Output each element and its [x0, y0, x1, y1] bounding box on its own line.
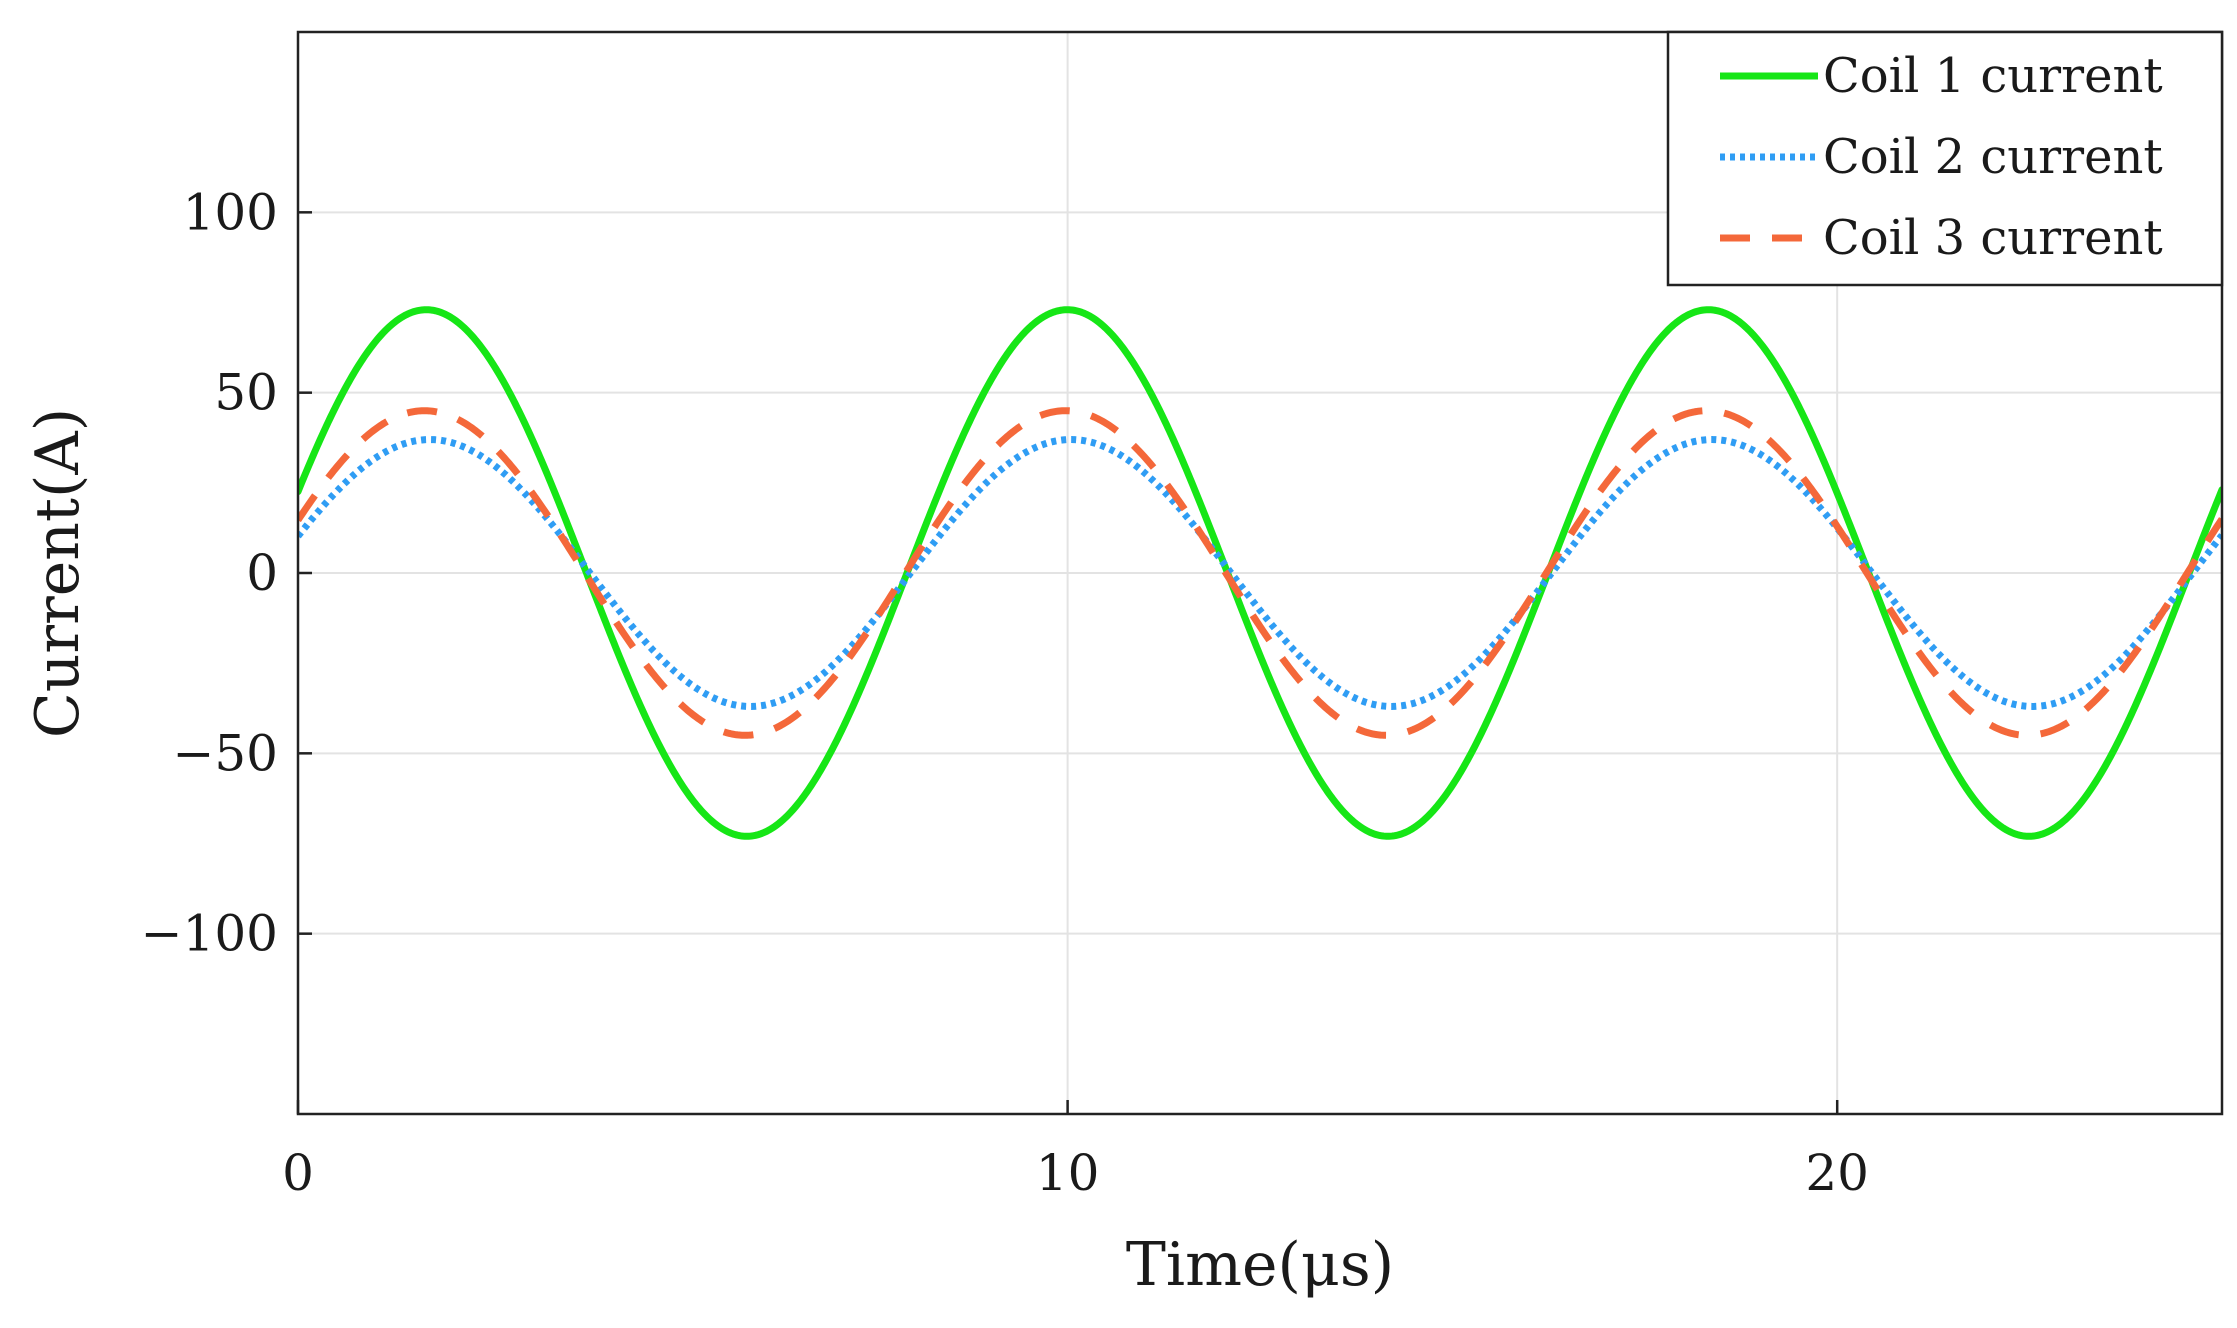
series-line-2	[298, 436, 2222, 710]
legend: Coil 1 current Coil 2 current Coil 3 curre…	[1666, 30, 2224, 287]
axis-ticks: 0 10 20 100 50 0 −50 −100	[141, 183, 1869, 1202]
y-tick-label: 100	[183, 183, 278, 241]
legend-label-2: Coil 2 current	[1823, 129, 2163, 185]
x-axis-label: Time(μs)	[1126, 1230, 1394, 1300]
legend-label-3: Coil 3 current	[1823, 210, 2163, 266]
x-tick-label: 0	[282, 1144, 314, 1202]
series-line-1	[298, 306, 2222, 840]
x-tick-label: 10	[1036, 1144, 1100, 1202]
y-axis-label: Current(A)	[23, 408, 93, 738]
series-line-3	[298, 407, 2222, 739]
y-tick-label: −100	[141, 905, 278, 963]
series-group	[298, 306, 2222, 840]
legend-label-1: Coil 1 current	[1823, 48, 2163, 104]
y-tick-label: 0	[246, 544, 278, 602]
x-tick-label: 20	[1805, 1144, 1869, 1202]
y-tick-label: −50	[172, 724, 278, 782]
y-tick-label: 50	[214, 364, 278, 422]
